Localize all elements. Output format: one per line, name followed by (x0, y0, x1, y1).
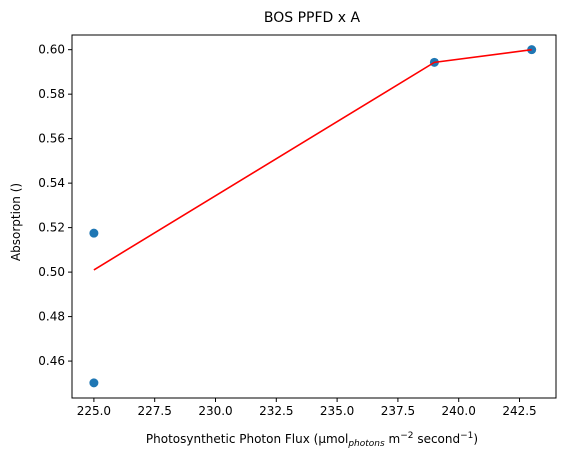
x-tick-label: 240.0 (442, 404, 476, 418)
y-tick-label: 0.54 (38, 176, 65, 190)
x-axis-label-mid: m (385, 432, 401, 446)
x-tick-label: 230.0 (198, 404, 232, 418)
x-axis-label-mid2: second (414, 432, 461, 446)
y-tick-label: 0.52 (38, 221, 65, 235)
x-axis-label: Photosynthetic Photon Flux (µmolphotons … (146, 431, 478, 449)
y-tick-label: 0.48 (38, 310, 65, 324)
x-axis-label-sup2: −1 (460, 431, 473, 441)
x-tick-label: 242.5 (502, 404, 536, 418)
x-tick-label: 227.5 (138, 404, 172, 418)
x-axis-label-main: Photosynthetic Photon Flux (µmol (146, 432, 348, 446)
plot-area: 225.0 227.5 230.0 232.5 235.0 237.5 240.0 242.5… (38, 34, 557, 418)
x-axis-label-end: ) (473, 432, 478, 446)
y-axis-label: Absorption () (9, 183, 23, 261)
y-tick-label: 0.60 (38, 43, 65, 57)
x-tick-label: 232.5 (259, 404, 293, 418)
x-tick-label: 237.5 (381, 404, 415, 418)
y-tick-label: 0.46 (38, 354, 65, 368)
y-tick-label: 0.56 (38, 132, 65, 146)
data-point (89, 228, 99, 238)
chart-title: BOS PPFD x A (264, 10, 361, 26)
y-tick-label: 0.58 (38, 87, 65, 101)
data-point (89, 378, 99, 388)
x-tick-label: 225.0 (77, 404, 111, 418)
x-tick-label: 235.0 (320, 404, 354, 418)
y-tick-label: 0.50 (38, 265, 65, 279)
fit-line (93, 48, 532, 271)
x-axis-label-sup1: −2 (400, 431, 413, 441)
x-axis-label-subscript: photons (347, 439, 385, 449)
plot-frame (71, 34, 557, 399)
